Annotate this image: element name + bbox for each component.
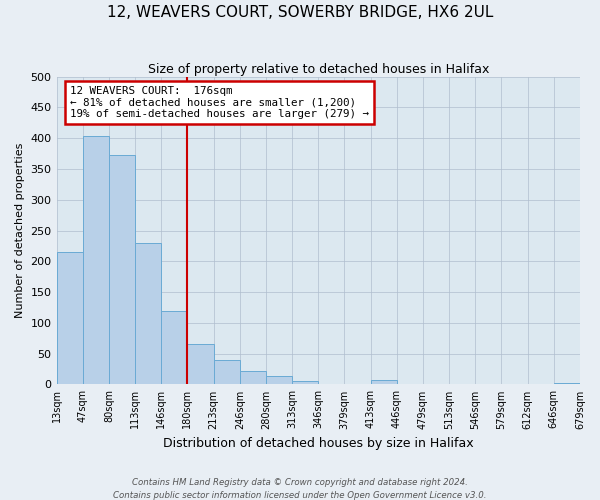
Bar bbox=[554, 382, 580, 384]
Bar bbox=[187, 344, 214, 385]
Bar bbox=[56, 252, 83, 384]
X-axis label: Distribution of detached houses by size in Halifax: Distribution of detached houses by size … bbox=[163, 437, 473, 450]
Bar bbox=[83, 136, 109, 384]
Y-axis label: Number of detached properties: Number of detached properties bbox=[15, 143, 25, 318]
Text: 12, WEAVERS COURT, SOWERBY BRIDGE, HX6 2UL: 12, WEAVERS COURT, SOWERBY BRIDGE, HX6 2… bbox=[107, 5, 493, 20]
Bar bbox=[371, 380, 397, 384]
Bar bbox=[266, 376, 292, 384]
Bar bbox=[240, 371, 266, 384]
Bar bbox=[214, 360, 240, 384]
Bar bbox=[135, 243, 161, 384]
Text: 12 WEAVERS COURT:  176sqm
← 81% of detached houses are smaller (1,200)
19% of se: 12 WEAVERS COURT: 176sqm ← 81% of detach… bbox=[70, 86, 368, 119]
Bar bbox=[109, 156, 135, 384]
Bar bbox=[161, 310, 187, 384]
Text: Contains HM Land Registry data © Crown copyright and database right 2024.
Contai: Contains HM Land Registry data © Crown c… bbox=[113, 478, 487, 500]
Title: Size of property relative to detached houses in Halifax: Size of property relative to detached ho… bbox=[148, 62, 489, 76]
Bar bbox=[292, 382, 318, 384]
